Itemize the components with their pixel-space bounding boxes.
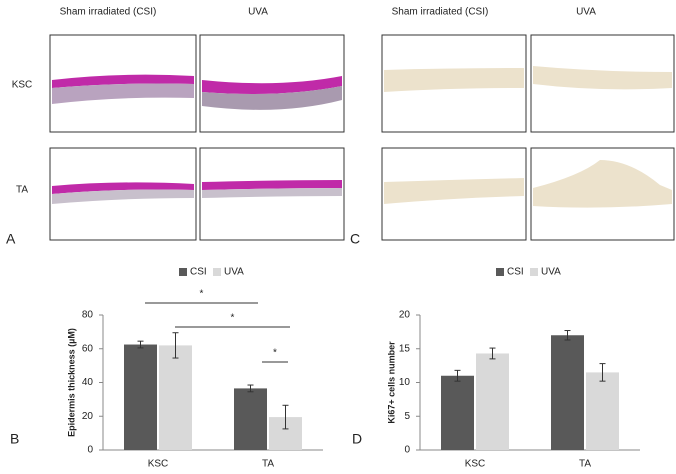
legend-label: CSI: [507, 267, 524, 278]
panel-label: D: [352, 431, 362, 447]
legend-swatch: [213, 268, 221, 276]
x-tick-label: TA: [262, 459, 274, 469]
column-header: UVA: [576, 7, 596, 18]
legend-label: UVA: [541, 267, 561, 278]
bar: [159, 345, 192, 450]
he-panels: [49, 34, 345, 241]
y-tick-label: 5: [404, 411, 410, 422]
bar: [551, 335, 584, 450]
bar: [476, 353, 509, 450]
legend-swatch: [496, 268, 504, 276]
y-axis-label: Ki67+ cells number: [386, 341, 396, 424]
column-header: Sham irradiated (CSI): [392, 7, 489, 18]
panel-label: C: [350, 231, 360, 247]
y-tick-label: 20: [399, 310, 411, 321]
legend-label: CSI: [190, 267, 207, 278]
y-tick-label: 0: [404, 445, 410, 456]
column-header: UVA: [248, 7, 268, 18]
bar: [586, 372, 619, 450]
y-tick-label: 0: [87, 445, 93, 456]
legend-swatch: [530, 268, 538, 276]
panel-label: B: [10, 431, 19, 447]
y-axis-label: Epidermis thickness (µM): [66, 328, 76, 437]
y-tick-label: 20: [82, 411, 94, 422]
y-tick-label: 10: [399, 377, 411, 388]
y-tick-label: 40: [82, 377, 94, 388]
bar: [441, 375, 474, 450]
column-header: Sham irradiated (CSI): [60, 7, 157, 18]
x-tick-label: TA: [579, 459, 591, 469]
y-tick-label: 60: [82, 343, 94, 354]
ihc-panels: [381, 34, 675, 241]
legend-swatch: [179, 268, 187, 276]
legend-label: UVA: [224, 267, 244, 278]
significance-label: *: [273, 348, 277, 359]
y-tick-label: 15: [399, 343, 411, 354]
significance-label: *: [200, 289, 204, 300]
panel-label: A: [6, 231, 16, 247]
row-label: TA: [16, 185, 28, 196]
bar: [234, 388, 267, 450]
row-label: KSC: [12, 80, 33, 91]
bar: [124, 344, 157, 450]
x-tick-label: KSC: [465, 459, 486, 469]
significance-label: *: [231, 313, 235, 324]
y-tick-label: 80: [82, 310, 94, 321]
x-tick-label: KSC: [148, 459, 169, 469]
